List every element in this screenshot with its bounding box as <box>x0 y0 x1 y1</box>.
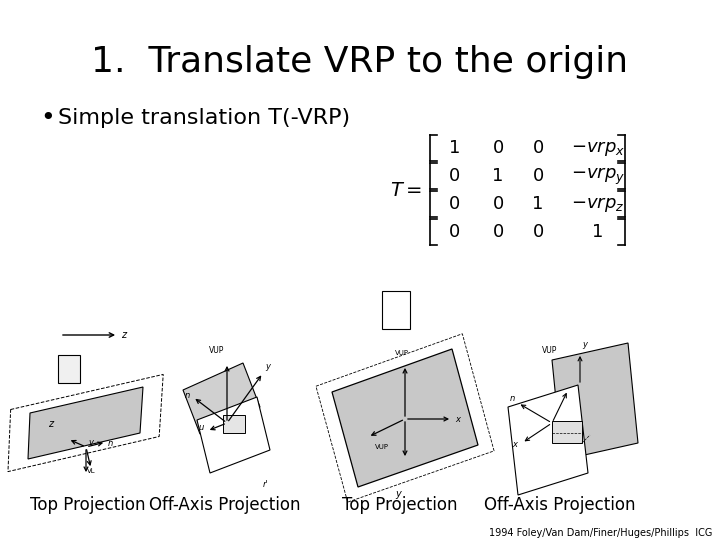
Polygon shape <box>28 387 143 459</box>
Text: 1: 1 <box>593 223 603 241</box>
Text: •: • <box>40 106 55 130</box>
Text: y: y <box>265 362 270 371</box>
Text: 0: 0 <box>532 139 544 157</box>
Text: Simple translation T(-VRP): Simple translation T(-VRP) <box>58 108 350 128</box>
Bar <box>552 421 582 443</box>
Text: Top Projection: Top Projection <box>342 496 458 514</box>
Text: y: y <box>395 489 401 499</box>
Text: u: u <box>199 423 204 433</box>
Text: VUP: VUP <box>210 346 225 355</box>
Text: n: n <box>510 394 516 403</box>
Polygon shape <box>197 397 270 473</box>
Text: y: y <box>582 340 587 349</box>
Text: 1: 1 <box>532 195 544 213</box>
Text: x: x <box>512 440 517 449</box>
Text: Off-Axis Projection: Off-Axis Projection <box>149 496 301 514</box>
Text: 0: 0 <box>449 195 461 213</box>
Text: 0: 0 <box>492 195 503 213</box>
FancyBboxPatch shape <box>223 415 245 433</box>
Text: $T=$: $T=$ <box>390 180 422 199</box>
Text: VUP: VUP <box>395 350 409 356</box>
Text: 0: 0 <box>532 223 544 241</box>
Polygon shape <box>508 385 588 495</box>
Text: 0: 0 <box>532 167 544 185</box>
Text: $-vrp_z$: $-vrp_z$ <box>571 194 625 213</box>
Text: VUP: VUP <box>542 346 557 355</box>
Text: 1.  Translate VRP to the origin: 1. Translate VRP to the origin <box>91 45 629 79</box>
Text: n: n <box>108 438 113 448</box>
Text: n: n <box>185 390 190 400</box>
Text: Off-Axis Projection: Off-Axis Projection <box>485 496 636 514</box>
Text: 0: 0 <box>492 139 503 157</box>
Text: 1: 1 <box>449 139 461 157</box>
Bar <box>58 355 80 383</box>
Text: z: z <box>121 330 126 340</box>
Text: VL: VL <box>86 468 95 474</box>
Text: $-vrp_y$: $-vrp_y$ <box>571 165 625 187</box>
Text: r': r' <box>263 480 269 489</box>
Polygon shape <box>332 349 478 487</box>
Text: Top Projection: Top Projection <box>30 496 145 514</box>
Polygon shape <box>183 363 260 434</box>
Polygon shape <box>552 343 638 460</box>
Text: 1: 1 <box>492 167 504 185</box>
Text: 1994 Foley/Van Dam/Finer/Huges/Phillips  ICG: 1994 Foley/Van Dam/Finer/Huges/Phillips … <box>489 528 712 538</box>
Text: VUP: VUP <box>375 444 389 450</box>
Bar <box>382 291 410 329</box>
Text: x: x <box>455 415 460 423</box>
Text: $-vrp_x$: $-vrp_x$ <box>571 138 625 158</box>
Text: 0: 0 <box>492 223 503 241</box>
Text: v: v <box>88 438 93 447</box>
Text: 0: 0 <box>449 223 461 241</box>
Text: z: z <box>48 419 53 429</box>
Text: 0: 0 <box>449 167 461 185</box>
